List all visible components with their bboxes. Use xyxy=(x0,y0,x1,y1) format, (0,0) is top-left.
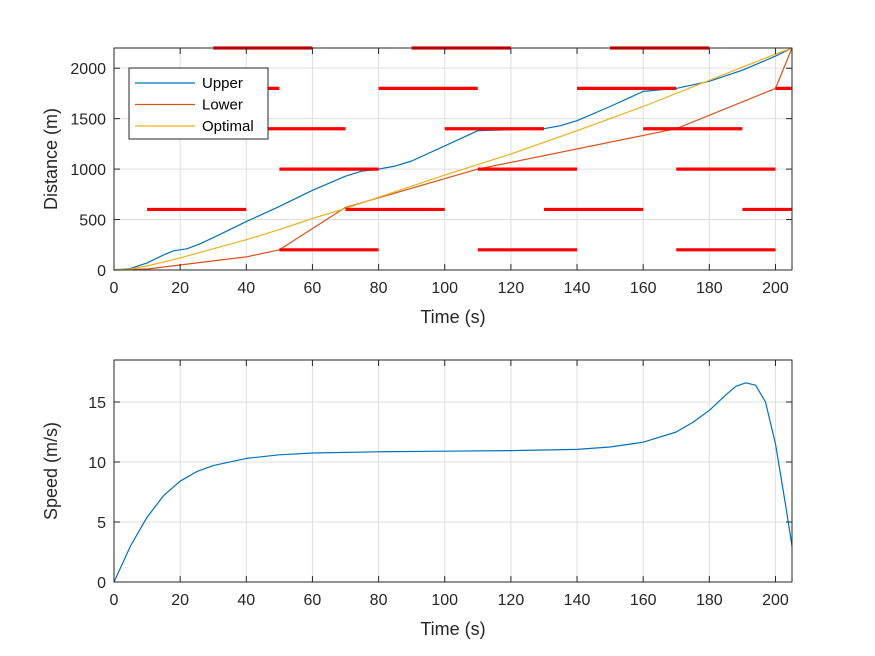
x-tick-label: 120 xyxy=(498,592,525,609)
x-tick-label: 140 xyxy=(564,592,591,609)
distance-y-axis-title: Distance (m) xyxy=(41,108,61,210)
legend: Upper Lower Optimal xyxy=(128,67,269,140)
y-tick-label: 5 xyxy=(97,515,106,532)
legend-label-optimal: Optimal xyxy=(202,118,254,135)
y-tick-label: 0 xyxy=(97,263,106,280)
x-tick-label: 180 xyxy=(696,280,723,297)
x-tick-label: 200 xyxy=(762,592,789,609)
x-tick-label: 60 xyxy=(304,280,322,297)
y-tick-label: 1000 xyxy=(70,162,106,179)
x-tick-label: 80 xyxy=(370,592,388,609)
legend-box xyxy=(128,67,269,140)
distance-axes: 0 20 40 60 80 100 120 140 160 180 2000500100015002… xyxy=(41,46,793,327)
x-tick-label: 160 xyxy=(630,280,657,297)
x-tick-label: 80 xyxy=(370,280,388,297)
x-tick-label: 20 xyxy=(171,592,189,609)
legend-label-upper: Upper xyxy=(202,75,243,92)
speed-x-axis-title: Time (s) xyxy=(420,619,485,639)
x-tick-label: 20 xyxy=(171,280,189,297)
speed-y-axis-title: Speed (m/s) xyxy=(41,422,61,520)
y-tick-label: 2000 xyxy=(70,61,106,78)
x-tick-label: 200 xyxy=(762,280,789,297)
x-tick-label: 0 xyxy=(110,280,119,297)
legend-label-lower: Lower xyxy=(202,97,243,114)
speed-series-layer xyxy=(113,382,793,583)
speed-plot-area xyxy=(114,360,792,582)
x-tick-label: 140 xyxy=(564,280,591,297)
y-tick-label: 500 xyxy=(79,213,106,230)
distance-x-axis-title: Time (s) xyxy=(420,307,485,327)
y-tick-label: 0 xyxy=(97,575,106,592)
x-tick-label: 0 xyxy=(110,592,119,609)
series-line-speed xyxy=(113,382,793,583)
x-tick-label: 40 xyxy=(237,592,255,609)
series-line-optimal xyxy=(113,47,793,271)
distance-axes-frame xyxy=(113,47,793,271)
speed-axes-frame xyxy=(113,359,793,583)
y-tick-label: 10 xyxy=(88,455,106,472)
distance-ticks: 0 20 40 60 80 100 120 140 160 180 2000500100015002… xyxy=(70,48,792,297)
x-tick-label: 40 xyxy=(237,280,255,297)
x-tick-label: 100 xyxy=(431,592,458,609)
x-tick-label: 160 xyxy=(630,592,657,609)
x-tick-label: 60 xyxy=(304,592,322,609)
speed-ticks: 0 20 40 60 80 100 120 140 160 180 200 0 5 10 15 xyxy=(88,360,792,609)
x-tick-label: 120 xyxy=(498,280,525,297)
y-tick-label: 15 xyxy=(88,395,106,412)
x-tick-label: 180 xyxy=(696,592,723,609)
speed-axes: 0 20 40 60 80 100 120 140 160 180 200 0 5 10 15 Time (… xyxy=(41,359,793,639)
y-tick-label: 1500 xyxy=(70,112,106,129)
x-tick-label: 100 xyxy=(431,280,458,297)
